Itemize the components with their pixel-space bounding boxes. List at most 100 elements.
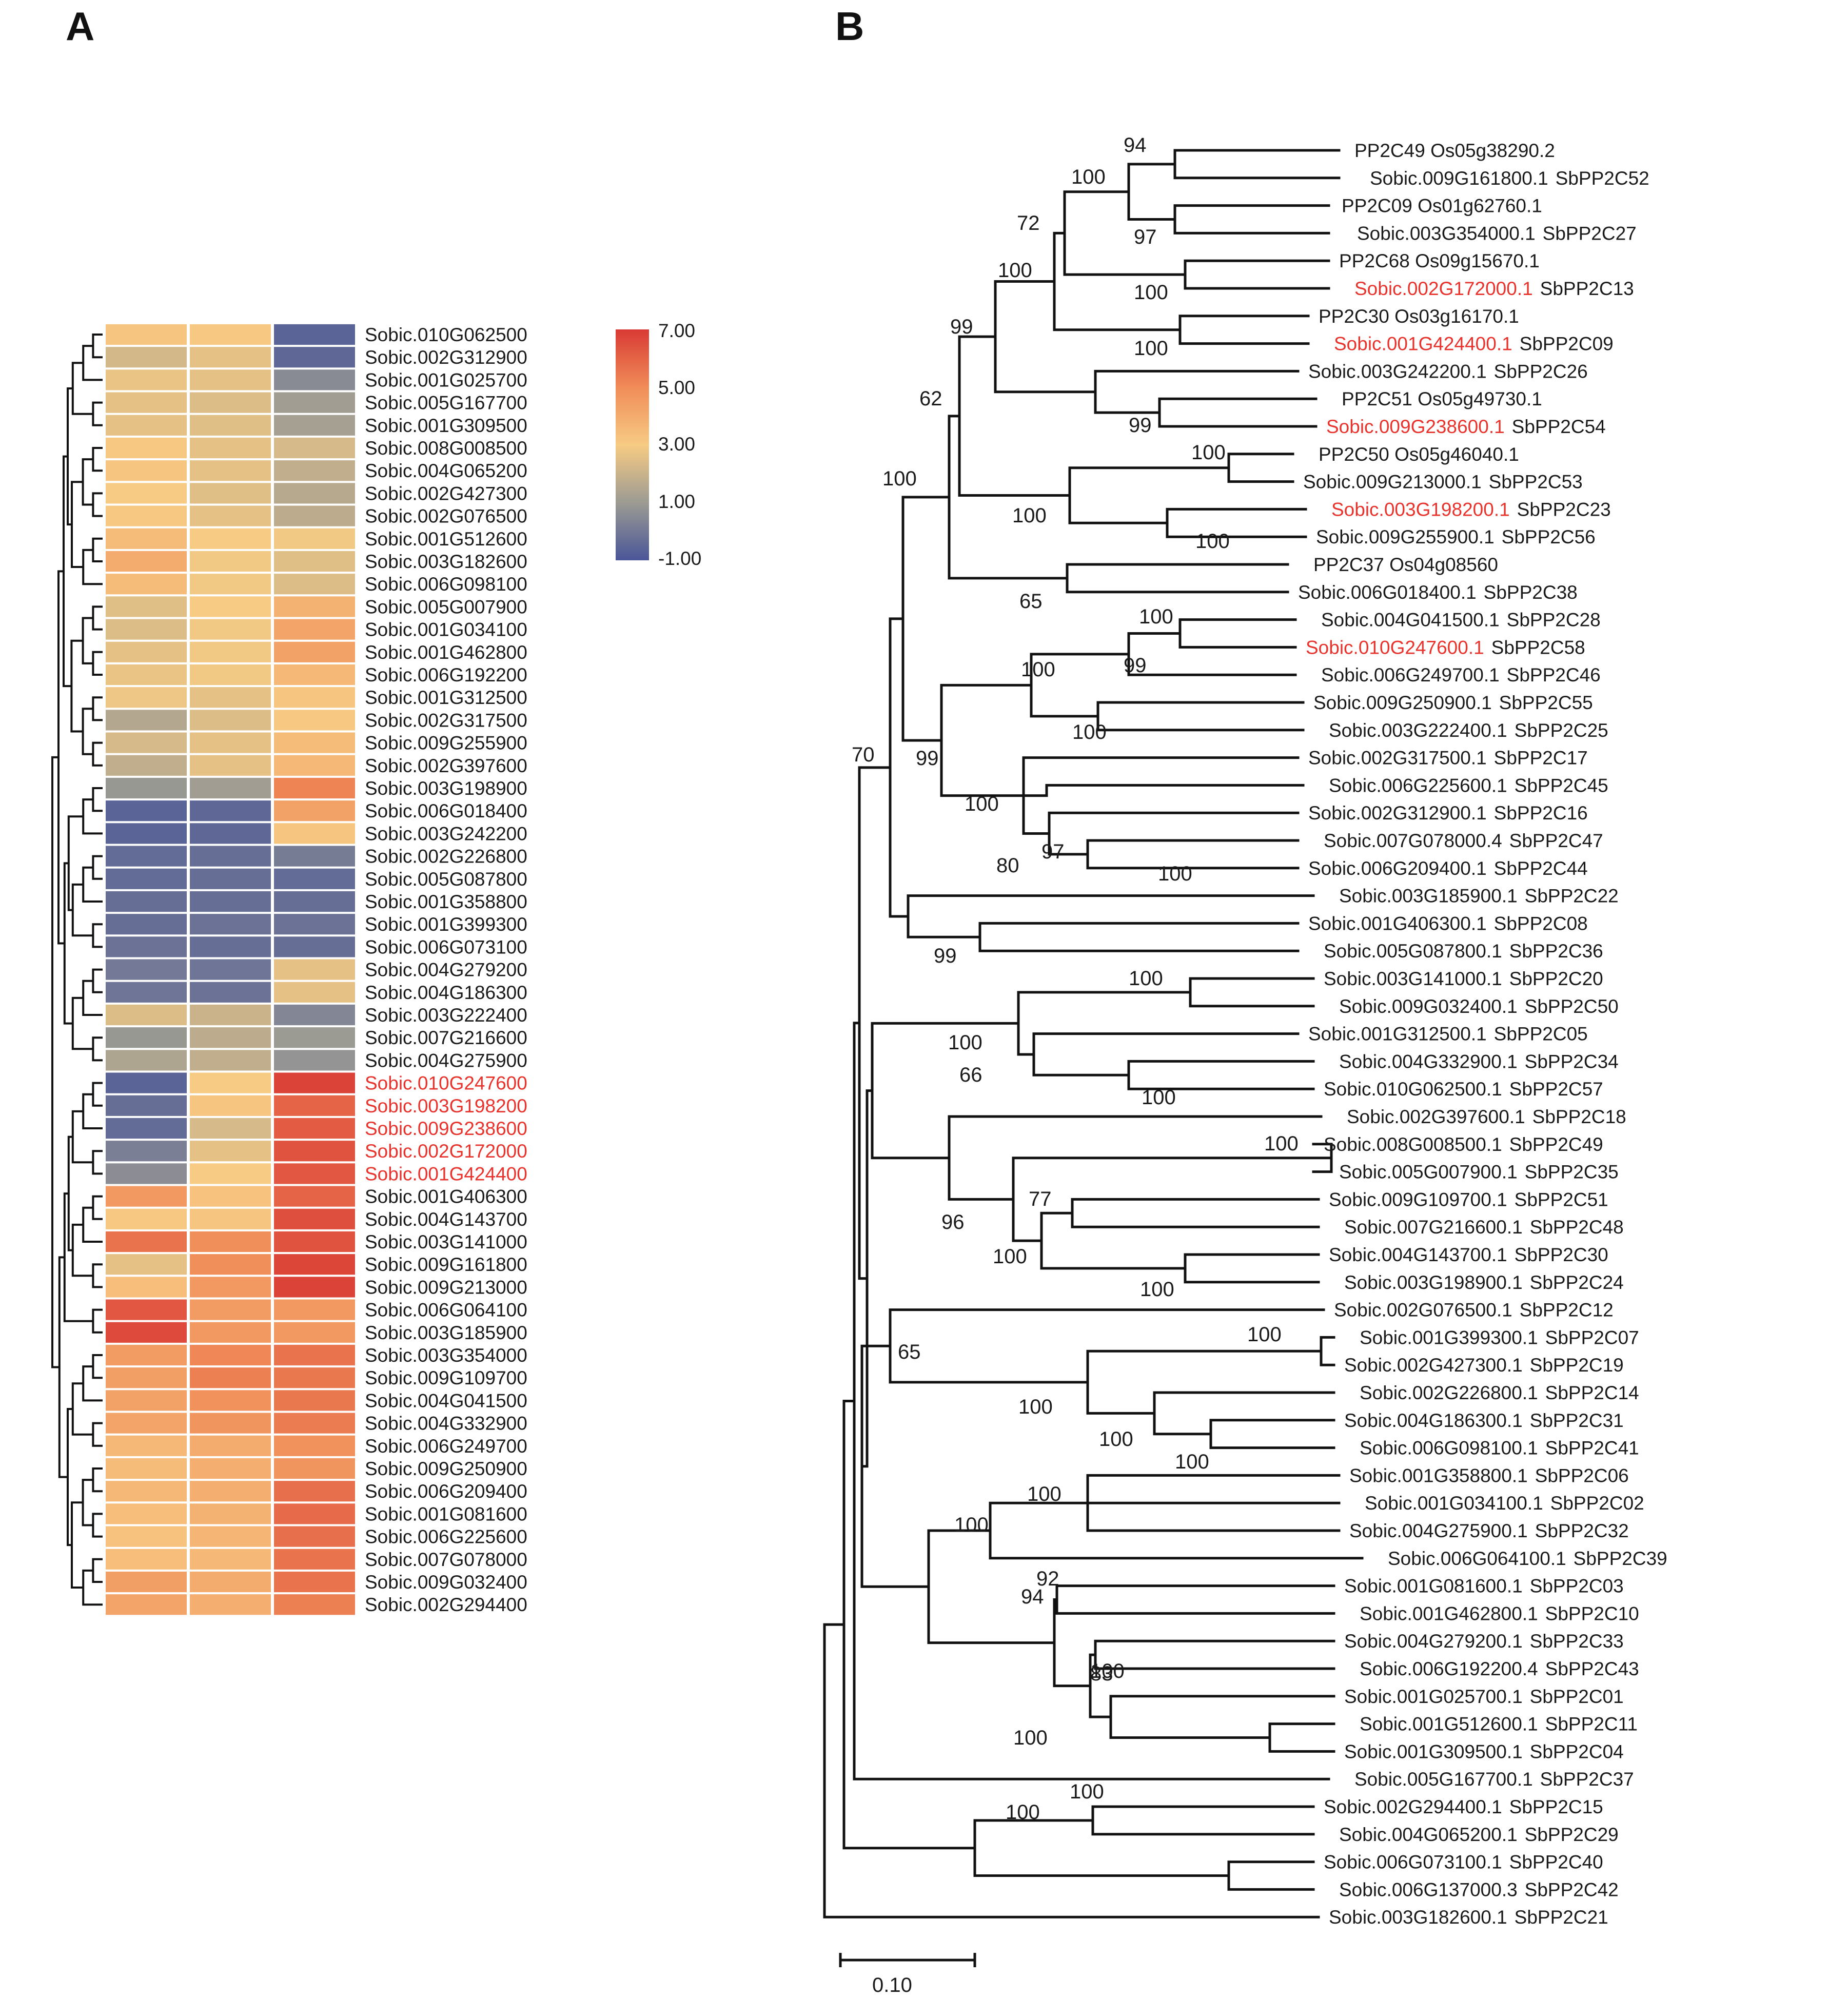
- tree-tip-label: Sobic.010G247600.1 SbPP2C58: [1306, 637, 1585, 658]
- heatmap-cell: [190, 1594, 271, 1615]
- bootstrap-value: 100: [1006, 1801, 1040, 1824]
- legend-tick-minus1: -1.00: [658, 548, 701, 569]
- heatmap-gene-label: Sobic.003G182600: [365, 551, 527, 572]
- tree-tip-label: Sobic.006G064100.1 SbPP2C39: [1388, 1548, 1667, 1569]
- tree-tip-label: Sobic.006G225600.1 SbPP2C45: [1329, 775, 1608, 796]
- tree-tip-label: PP2C30 Os03g16170.1: [1319, 306, 1519, 327]
- heatmap-cell: [190, 369, 271, 390]
- heatmap-cell: [190, 1481, 271, 1502]
- tree-tip-label: Sobic.006G073100.1 SbPP2C40: [1324, 1852, 1603, 1873]
- bootstrap-value: 100: [1012, 504, 1047, 527]
- bootstrap-value: 83: [1090, 1662, 1113, 1685]
- bootstrap-value: 100: [965, 793, 999, 815]
- bootstrap-value: 100: [998, 259, 1032, 282]
- heatmap-cell: [274, 505, 355, 526]
- heatmap-cell: [274, 415, 355, 436]
- tree-tip-label: Sobic.003G198900.1 SbPP2C24: [1344, 1272, 1624, 1293]
- heatmap-gene-label: Sobic.006G249700: [365, 1436, 527, 1457]
- heatmap-cell: [190, 1458, 271, 1479]
- heatmap-cell: [274, 1186, 355, 1207]
- heatmap-cell: [106, 664, 187, 686]
- panel-a-label: A: [66, 4, 94, 49]
- heatmap-gene-label: Sobic.001G358800: [365, 891, 527, 912]
- tree-tip-label: Sobic.001G406300.1 SbPP2C08: [1308, 913, 1588, 934]
- heatmap-cell: [190, 1344, 271, 1366]
- bootstrap-value: 100: [1247, 1323, 1282, 1346]
- heatmap-cell: [106, 846, 187, 867]
- heatmap-cell: [190, 1208, 271, 1229]
- heatmap-cell: [190, 1027, 271, 1048]
- heatmap-cell: [274, 1141, 355, 1162]
- heatmap-gene-label: Sobic.007G078000: [365, 1549, 527, 1570]
- color-scale-bar: [616, 329, 649, 560]
- heatmap-gene-label: Sobic.001G081600: [365, 1503, 527, 1524]
- heatmap-cell: [106, 710, 187, 731]
- scale-bar-label: 0.10: [872, 1974, 912, 1996]
- heatmap-cell: [106, 1413, 187, 1434]
- heatmap-cell: [274, 1072, 355, 1093]
- heatmap-cell: [106, 777, 187, 799]
- heatmap-cell: [190, 777, 271, 799]
- tree-tip-label: Sobic.009G161800.1 SbPP2C52: [1370, 168, 1649, 189]
- tree-tip-label: Sobic.005G167700.1 SbPP2C37: [1354, 1769, 1634, 1790]
- heatmap-cell: [274, 1004, 355, 1026]
- heatmap-cell: [274, 437, 355, 459]
- bootstrap-value: 70: [852, 743, 875, 766]
- tree-tip-label: Sobic.002G076500.1 SbPP2C12: [1334, 1300, 1614, 1321]
- heatmap-cell: [274, 1231, 355, 1252]
- heatmap-cell: [190, 823, 271, 844]
- heatmap-cell: [106, 1050, 187, 1071]
- heatmap-cell: [274, 574, 355, 595]
- heatmap-gene-label: Sobic.008G008500: [365, 438, 527, 459]
- tree-tip-label: Sobic.001G462800.1 SbPP2C10: [1360, 1603, 1639, 1624]
- heatmap-gene-label: Sobic.004G041500: [365, 1390, 527, 1411]
- heatmap-cell: [106, 551, 187, 572]
- heatmap-cell: [190, 1277, 271, 1298]
- heatmap-gene-label: Sobic.004G143700: [365, 1209, 527, 1230]
- heatmap-cell: [274, 392, 355, 413]
- bootstrap-value: 99: [916, 747, 939, 770]
- heatmap-cell: [106, 1118, 187, 1139]
- tree-tip-label: Sobic.002G317500.1 SbPP2C17: [1308, 748, 1588, 769]
- bootstrap-value: 97: [1041, 840, 1065, 863]
- heatmap-cell: [190, 732, 271, 753]
- tree-tip-label: Sobic.004G332900.1 SbPP2C34: [1339, 1051, 1619, 1072]
- tree-tip-label: Sobic.003G242200.1 SbPP2C26: [1308, 361, 1588, 382]
- heatmap-cell: [190, 505, 271, 526]
- tree-tip-label: Sobic.006G209400.1 SbPP2C44: [1308, 858, 1588, 879]
- heatmap-cell: [106, 1481, 187, 1502]
- heatmap-cell: [190, 324, 271, 345]
- heatmap-cell: [190, 936, 271, 957]
- heatmap-cell: [274, 1549, 355, 1570]
- panel-b-label: B: [835, 4, 864, 49]
- heatmap-cells: [106, 324, 355, 1615]
- heatmap-gene-label: Sobic.002G427300: [365, 483, 527, 504]
- heatmap-cell: [190, 437, 271, 459]
- tree-tip-label: Sobic.001G512600.1 SbPP2C11: [1360, 1714, 1638, 1735]
- heatmap-cell: [106, 324, 187, 345]
- tree-tip-label: Sobic.004G041500.1 SbPP2C28: [1321, 610, 1601, 631]
- heatmap-cell: [274, 1571, 355, 1593]
- heatmap-cell: [190, 1118, 271, 1139]
- heatmap-cell: [274, 1526, 355, 1547]
- heatmap-gene-label: Sobic.003G185900: [365, 1322, 527, 1343]
- heatmap-cell: [274, 936, 355, 957]
- heatmap-cell: [106, 687, 187, 708]
- heatmap-cell: [190, 596, 271, 617]
- bootstrap-value: 100: [948, 1031, 982, 1054]
- heatmap-cell: [274, 800, 355, 821]
- heatmap-cell: [274, 1481, 355, 1502]
- heatmap-gene-label: Sobic.006G064100: [365, 1300, 527, 1321]
- heatmap-cell: [274, 551, 355, 572]
- tree-tip-label: PP2C09 Os01g62760.1: [1342, 195, 1542, 217]
- tree-tip-label: Sobic.007G216600.1 SbPP2C48: [1344, 1217, 1624, 1238]
- heatmap-cell: [106, 914, 187, 935]
- heatmap-cell: [274, 755, 355, 776]
- bootstrap-value: 100: [1099, 1428, 1133, 1451]
- tree-tip-label: Sobic.006G098100.1 SbPP2C41: [1360, 1438, 1639, 1459]
- heatmap-cell: [106, 936, 187, 957]
- tree-tip-label: Sobic.001G081600.1 SbPP2C03: [1344, 1576, 1624, 1597]
- bootstrap-value: 92: [1036, 1568, 1059, 1590]
- scale-bar: 0.10: [839, 1953, 976, 1996]
- tree-tip-label: Sobic.005G007900.1 SbPP2C35: [1339, 1162, 1619, 1183]
